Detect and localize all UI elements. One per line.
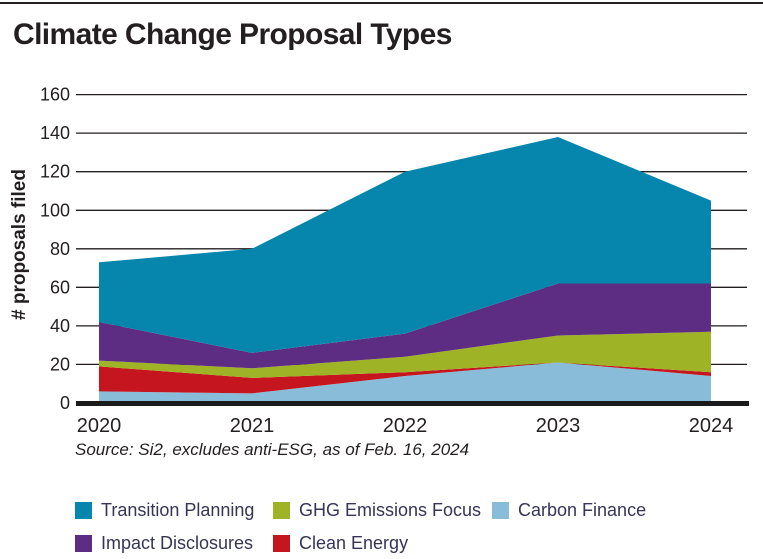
top-rule [0,2,763,4]
y-tick-label: 20 [50,354,70,374]
ghg-emissions-focus-swatch [273,501,290,519]
x-tick-label: 2021 [230,415,275,437]
carbon-finance-swatch [492,501,509,519]
transition-planning-area [99,137,711,353]
legend-label: GHG Emissions Focus [299,500,482,520]
x-tick-label: 2022 [383,415,428,437]
y-tick-label: 0 [60,393,70,413]
impact-disclosures-area [99,283,711,369]
stacked-area-chart: 0 20 40 60 80 100 120 140 160 2020 2021 2022 2023 202… [40,85,749,437]
y-tick-label: 100 [40,200,70,220]
ghg-emissions-focus-area [99,331,711,378]
legend-item: Carbon Finance [492,501,646,519]
y-tick-label: 160 [40,85,70,105]
carbon-finance-area [99,362,711,403]
clean-energy-swatch [273,534,290,552]
legend-item: Clean Energy [273,534,492,552]
legend-item: GHG Emissions Focus [273,501,492,519]
chart-title: Climate Change Proposal Types [13,18,452,51]
y-tick-label: 60 [50,277,70,297]
y-tick-label: 140 [40,123,70,143]
chart-legend: Transition Planning GHG Emissions Focus Ca… [75,501,646,552]
legend-label: Carbon Finance [518,500,647,520]
legend-label: Transition Planning [101,500,255,520]
x-tick-label: 2024 [689,415,734,437]
legend-item: Impact Disclosures [75,534,273,552]
legend-item: Transition Planning [75,501,273,519]
clean-energy-area [99,362,711,394]
y-axis-label: # proposals filed [9,169,30,320]
x-tick-label: 2023 [536,415,581,437]
impact-disclosures-swatch [75,534,92,552]
transition-planning-swatch [75,501,92,519]
source-note: Source: Si2, excludes anti-ESG, as of Fe… [75,440,470,459]
y-tick-label: 80 [50,239,70,259]
y-tick-label: 40 [50,316,70,336]
legend-label: Impact Disclosures [101,533,254,553]
legend-label: Clean Energy [299,533,409,553]
y-tick-label: 120 [40,162,70,182]
x-tick-label: 2020 [77,415,122,437]
x-axis-line [76,401,749,406]
